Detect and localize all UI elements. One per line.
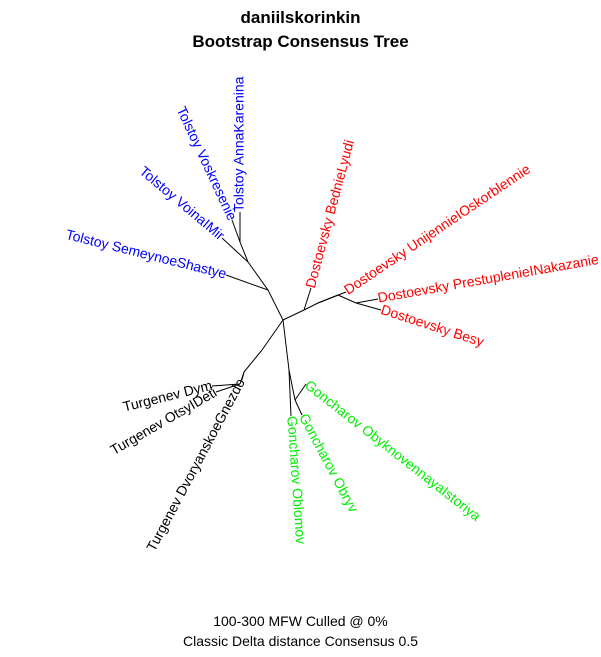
tree-branch	[288, 369, 296, 401]
leaf-branch	[294, 399, 303, 416]
tree-branch	[282, 309, 305, 321]
leaf-branch	[303, 287, 312, 311]
leaf-branch	[215, 383, 241, 393]
tree-branch	[243, 349, 263, 373]
leaf-branch	[355, 302, 382, 311]
leaf-branch	[221, 237, 249, 263]
tree-branch	[303, 302, 319, 311]
leaf-branch	[211, 383, 241, 387]
tree-branches	[211, 212, 382, 417]
footer-settings: 100-300 MFW Culled @ 0%	[213, 613, 388, 629]
leaf-branch	[317, 291, 347, 304]
leaf-label-l4: Tolstoy SemeynoeShastye	[64, 226, 228, 281]
tree-branch	[282, 319, 290, 371]
figure-subtitle: Bootstrap Consensus Tree	[192, 32, 409, 51]
figure-title: daniilskorinkin	[240, 8, 361, 27]
tree-branch	[261, 319, 284, 351]
leaf-label-l7: Dostoevsky PrestuplenieINakazanie	[376, 251, 600, 306]
tree-branch	[267, 289, 284, 321]
leaf-branch	[288, 369, 292, 417]
tree-branch	[239, 241, 249, 263]
tree-branch	[337, 294, 357, 304]
leaf-branch	[231, 219, 241, 243]
leaf-label-l8: Dostoevsky Besy	[379, 301, 486, 349]
leaf-branch	[355, 298, 379, 304]
leaf-branch	[225, 274, 269, 291]
leaf-label-l5: Dostoevsky BednieLyudi	[302, 138, 357, 290]
leaf-branch	[241, 371, 245, 381]
leaf-branch	[294, 383, 307, 401]
tree-branch	[247, 261, 269, 291]
leaf-label-l1: Tolstoy AnnaKarenina	[231, 76, 247, 212]
footer-method: Classic Delta distance Consensus 0.5	[182, 633, 418, 649]
